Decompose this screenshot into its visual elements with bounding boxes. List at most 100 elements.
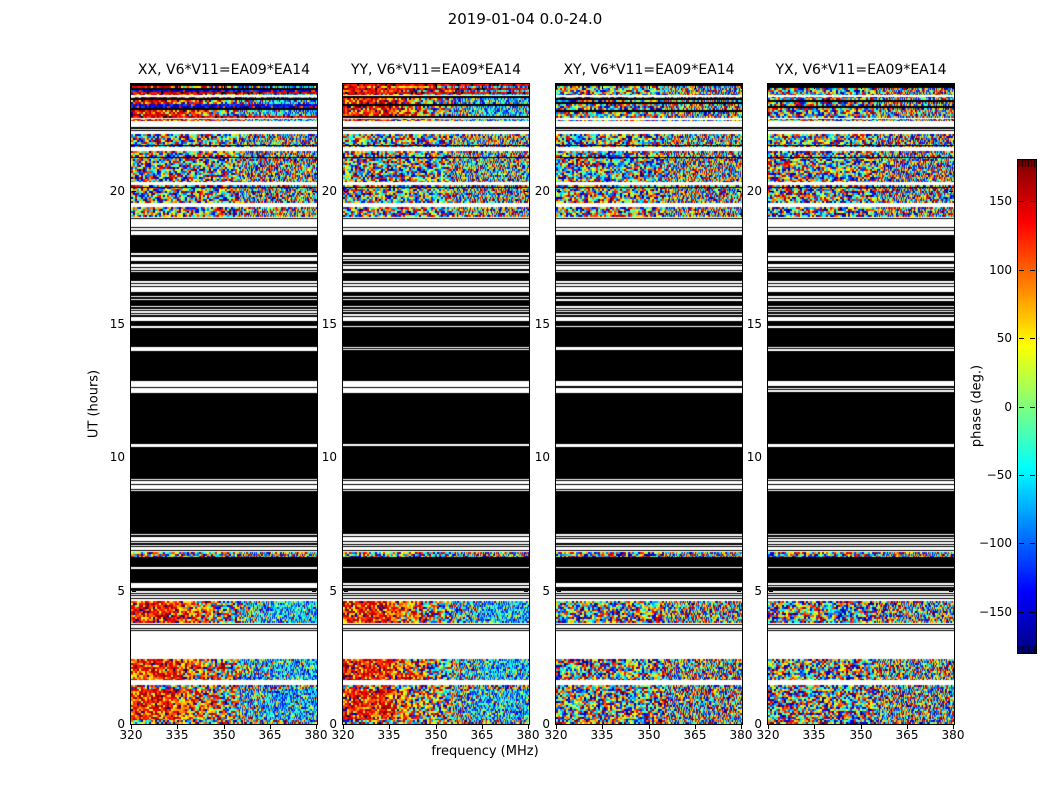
colorbar-tick-mark — [1019, 407, 1024, 408]
x-tick-label: 380 — [304, 728, 328, 742]
y-tick-label: 20 — [321, 184, 337, 198]
y-tick-mark — [769, 191, 773, 192]
x-tick-mark — [389, 725, 390, 729]
x-axis-label: frequency (MHz) — [431, 744, 539, 759]
x-tick-mark — [528, 85, 529, 89]
x-tick-mark — [556, 725, 557, 729]
x-tick-mark — [741, 85, 742, 89]
y-tick-label: 15 — [321, 317, 337, 331]
colorbar-tick-label: 100 — [989, 263, 1012, 277]
colorbar-tick-label: 0 — [1004, 400, 1012, 414]
x-tick-mark — [602, 725, 603, 729]
y-tick-label: 20 — [109, 184, 125, 198]
colorbar-tick-label: −150 — [979, 605, 1012, 619]
colorbar-tick-label: −100 — [979, 536, 1012, 550]
x-tick-label: 380 — [729, 728, 753, 742]
y-tick-label: 5 — [754, 584, 762, 598]
x-tick-mark — [270, 725, 271, 729]
heatmap-canvas-yx — [768, 84, 954, 724]
y-tick-mark — [737, 457, 741, 458]
x-tick-label: 320 — [331, 728, 355, 742]
x-tick-mark — [649, 85, 650, 89]
panel-title-xx: XX, V6*V11=EA09*EA14 — [137, 62, 311, 78]
x-tick-label: 320 — [119, 728, 143, 742]
y-tick-label: 0 — [329, 717, 337, 731]
x-tick-label: 320 — [756, 728, 780, 742]
y-tick-label: 10 — [534, 450, 550, 464]
x-tick-mark — [482, 85, 483, 89]
y-tick-mark — [737, 324, 741, 325]
x-tick-mark — [556, 85, 557, 89]
x-tick-mark — [131, 725, 132, 729]
colorbar-tick-mark — [1030, 338, 1035, 339]
colorbar — [1017, 159, 1037, 654]
colorbar-tick-mark — [1019, 612, 1024, 613]
y-tick-mark — [769, 457, 773, 458]
heatmap-panel-yy — [342, 83, 530, 725]
y-tick-mark — [524, 724, 528, 725]
y-tick-label: 5 — [329, 584, 337, 598]
x-tick-label: 320 — [544, 728, 568, 742]
colorbar-tick-mark — [1019, 201, 1024, 202]
y-tick-mark — [949, 591, 953, 592]
colorbar-tick-mark — [1019, 270, 1024, 271]
x-tick-mark — [436, 85, 437, 89]
x-tick-label: 380 — [516, 728, 540, 742]
y-tick-mark — [344, 191, 348, 192]
colorbar-tick-mark — [1030, 612, 1035, 613]
x-tick-label: 335 — [377, 728, 401, 742]
y-axis-label: UT (hours) — [86, 369, 102, 439]
y-tick-mark — [769, 591, 773, 592]
y-tick-mark — [344, 724, 348, 725]
x-tick-mark — [224, 85, 225, 89]
x-tick-mark — [224, 725, 225, 729]
y-tick-mark — [524, 457, 528, 458]
x-tick-mark — [741, 725, 742, 729]
y-tick-mark — [949, 724, 953, 725]
y-tick-label: 20 — [534, 184, 550, 198]
x-tick-label: 365 — [683, 728, 707, 742]
y-tick-mark — [737, 191, 741, 192]
y-tick-mark — [557, 191, 561, 192]
y-tick-label: 15 — [534, 317, 550, 331]
x-tick-label: 380 — [941, 728, 965, 742]
y-tick-label: 0 — [117, 717, 125, 731]
colorbar-tick-label: 150 — [989, 194, 1012, 208]
heatmap-panel-xy — [555, 83, 743, 725]
y-tick-mark — [524, 191, 528, 192]
x-tick-mark — [482, 725, 483, 729]
x-tick-label: 365 — [895, 728, 919, 742]
y-tick-mark — [312, 191, 316, 192]
panel-title-xy: XY, V6*V11=EA09*EA14 — [563, 62, 735, 78]
y-tick-mark — [132, 191, 136, 192]
colorbar-tick-mark — [1030, 543, 1035, 544]
y-tick-label: 15 — [109, 317, 125, 331]
y-tick-mark — [949, 191, 953, 192]
colorbar-tick-label: −50 — [986, 468, 1012, 482]
x-tick-mark — [907, 725, 908, 729]
y-tick-label: 0 — [754, 717, 762, 731]
y-tick-label: 5 — [117, 584, 125, 598]
y-tick-label: 20 — [746, 184, 762, 198]
x-tick-mark — [695, 725, 696, 729]
x-tick-label: 365 — [258, 728, 282, 742]
x-tick-mark — [602, 85, 603, 89]
x-tick-mark — [649, 725, 650, 729]
x-tick-mark — [436, 725, 437, 729]
colorbar-tick-mark — [1019, 543, 1024, 544]
y-tick-mark — [769, 724, 773, 725]
y-tick-mark — [524, 324, 528, 325]
colorbar-tick-mark — [1030, 201, 1035, 202]
x-tick-mark — [389, 85, 390, 89]
panel-title-yy: YY, V6*V11=EA09*EA14 — [350, 62, 522, 78]
y-tick-mark — [557, 324, 561, 325]
x-tick-mark — [343, 85, 344, 89]
x-tick-mark — [907, 85, 908, 89]
y-tick-label: 10 — [746, 450, 762, 464]
heatmap-canvas-yy — [343, 84, 529, 724]
colorbar-tick-mark — [1030, 270, 1035, 271]
x-tick-mark — [177, 85, 178, 89]
x-tick-label: 335 — [165, 728, 189, 742]
y-tick-mark — [949, 324, 953, 325]
